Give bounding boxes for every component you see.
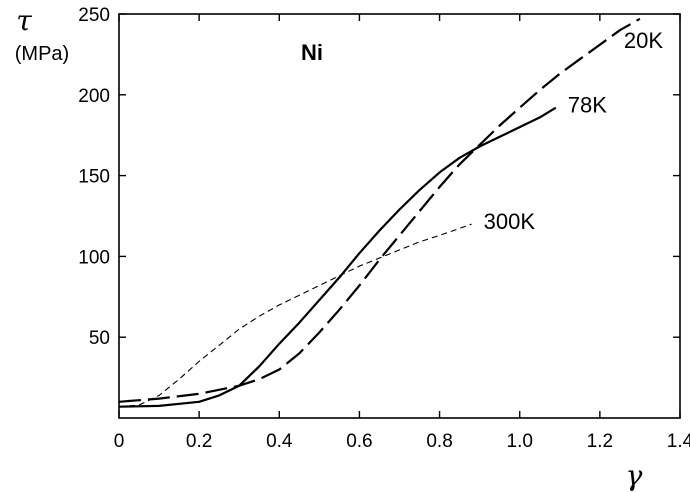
x-tick-label: 1.4	[667, 431, 690, 452]
series-line-300k	[118, 223, 472, 408]
x-tick-label: 0.2	[186, 431, 212, 452]
series-line-20k	[118, 17, 641, 403]
y-axis-unit: (MPa)	[15, 43, 69, 65]
y-tick-label: 200	[78, 86, 110, 107]
series-label-300k: 300K	[484, 209, 536, 234]
y-tick-label: 50	[89, 328, 110, 349]
series-lines: 20K 78K 300K	[118, 17, 663, 408]
x-tick-label: 0.8	[426, 431, 452, 452]
x-tick-label: 1.0	[507, 431, 533, 452]
y-axis-title: τ	[16, 4, 32, 37]
y-tick-label: 250	[78, 5, 110, 26]
axis-ticks: 0 0.2 0.4 0.6 0.8 1.0 1.2 1.4 50 100 150 200 250	[78, 5, 690, 452]
y-tick-label: 150	[78, 167, 110, 188]
y-tick-label: 100	[78, 247, 110, 268]
x-tick-label: 0.4	[266, 431, 293, 452]
plot-frame	[118, 13, 681, 419]
series-line-78k	[118, 106, 557, 408]
x-tick-label: 1.2	[587, 431, 613, 452]
plot-border	[118, 13, 681, 419]
x-axis-title: γ	[626, 459, 643, 492]
x-tick-label: 0.6	[346, 431, 372, 452]
annotation-ni: Ni	[301, 40, 323, 65]
x-tick-label: 0	[114, 431, 125, 452]
series-label-20k: 20K	[624, 28, 663, 53]
series-label-78k: 78K	[568, 93, 607, 118]
